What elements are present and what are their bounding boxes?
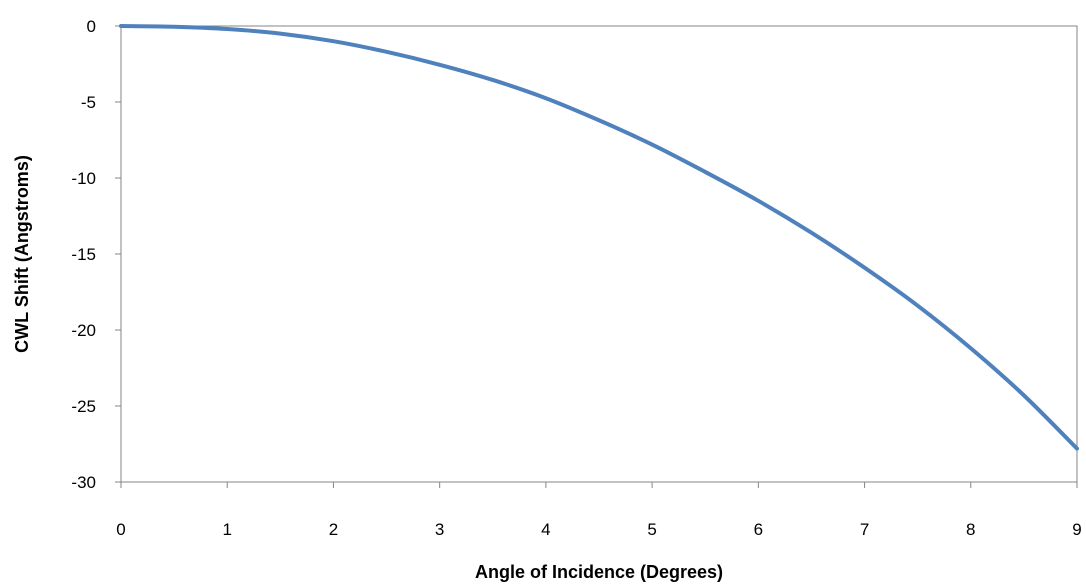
x-tick-label: 6 — [754, 520, 763, 539]
x-axis-title: Angle of Incidence (Degrees) — [475, 562, 723, 582]
y-axis-title: CWL Shift (Angstroms) — [12, 155, 32, 353]
x-tick-label: 9 — [1072, 520, 1081, 539]
y-axis: 0 -5 -10 -15 -20 -25 -30 — [71, 17, 121, 492]
y-tick-label: 0 — [87, 17, 96, 36]
y-tick-label: -25 — [71, 397, 96, 416]
series-line-cwl-shift — [119, 24, 1079, 451]
x-tick-label: 1 — [222, 520, 231, 539]
y-tick-label: -5 — [81, 93, 96, 112]
y-tick-label: -20 — [71, 321, 96, 340]
y-tick-label: -10 — [71, 169, 96, 188]
x-tick-label: 3 — [435, 520, 444, 539]
y-tick-label: -15 — [71, 245, 96, 264]
x-tick-label: 5 — [647, 520, 656, 539]
x-axis: 0 1 2 3 4 5 6 7 8 9 — [116, 482, 1082, 539]
y-tick-label: -30 — [71, 473, 96, 492]
x-tick-label: 2 — [329, 520, 338, 539]
plot-area — [120, 25, 1078, 483]
x-tick-label: 8 — [966, 520, 975, 539]
x-tick-label: 4 — [541, 520, 550, 539]
x-tick-label: 7 — [860, 520, 869, 539]
x-tick-label: 0 — [116, 520, 125, 539]
